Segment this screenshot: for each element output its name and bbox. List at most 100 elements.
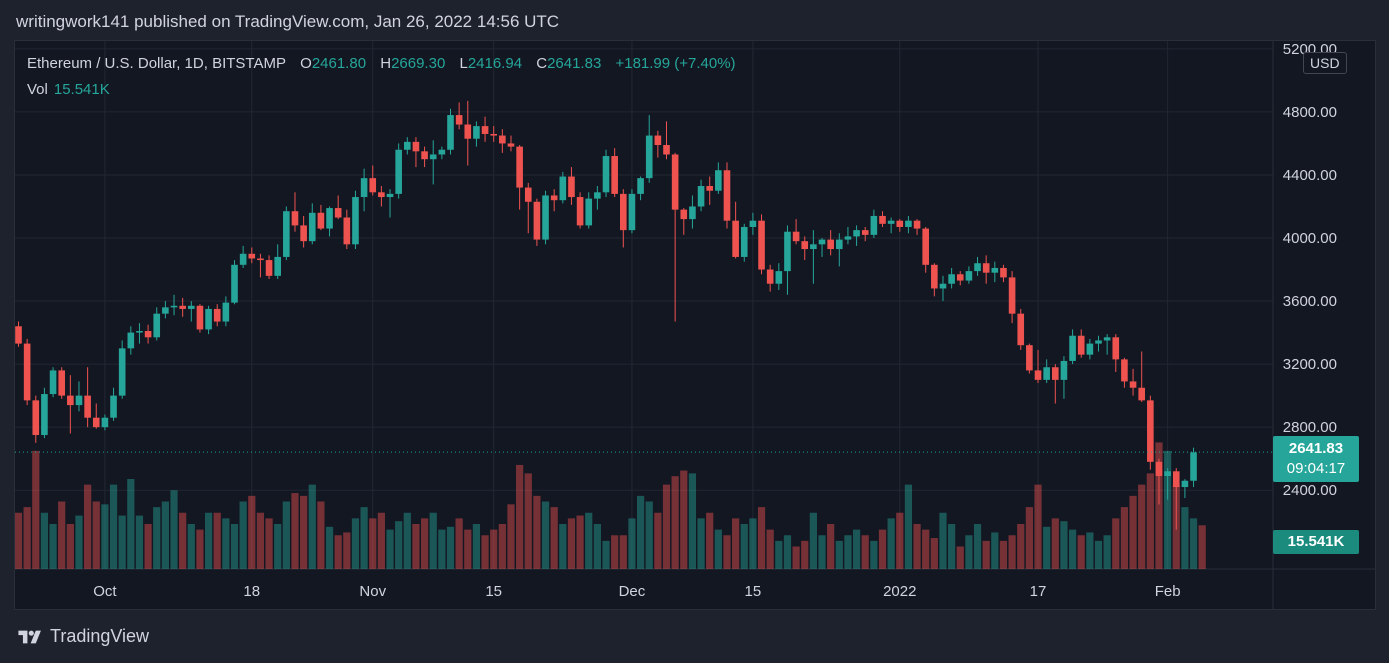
candles (15, 100, 1197, 530)
price-tick-label-5: 4400.00 (1283, 167, 1337, 184)
volume-bar (740, 524, 748, 569)
candle-body (101, 417, 109, 428)
volume-bar (680, 470, 688, 569)
candle-body (352, 197, 359, 245)
volume-bar (507, 504, 515, 569)
candle-body (663, 145, 670, 155)
volume-bar (66, 524, 74, 569)
candle-body (948, 274, 955, 284)
volume-bar (576, 515, 584, 569)
candle-body (784, 231, 791, 272)
volume-bar (1077, 535, 1085, 569)
volume-bar (1025, 507, 1033, 569)
volume-bar (464, 529, 472, 569)
candle-body (1069, 335, 1076, 361)
volume-bar (75, 515, 83, 569)
volume-bar (878, 529, 887, 569)
volume-bar (956, 546, 964, 569)
volume-legend: Vol 15.541K (27, 81, 110, 98)
volume-bar (455, 518, 463, 569)
volume-bar (403, 512, 411, 569)
volume-bar (766, 529, 774, 569)
ohlc-legend: Ethereum / U.S. Dollar, 1D, BITSTAMP O24… (27, 55, 736, 72)
volume-bar (1181, 507, 1189, 569)
volume-bar (1155, 442, 1163, 569)
candle-body (1103, 337, 1111, 341)
price-tick-label-6: 4800.00 (1283, 104, 1337, 121)
candle-body (1086, 343, 1094, 355)
volume-bar (982, 540, 990, 569)
candle-body (879, 215, 886, 224)
candle-body (75, 395, 83, 406)
volume-bar (1138, 484, 1146, 569)
price-chart[interactable]: 2400.00 2800.00 3200.00 3600.00 4000.00 4400.… (15, 41, 1376, 610)
volume-bar (723, 535, 731, 569)
candle-body (749, 220, 757, 227)
candle-body (144, 331, 152, 338)
candle-body (334, 208, 342, 218)
candle-body (939, 283, 947, 289)
volume-bar (1034, 484, 1042, 569)
volume-bar (395, 521, 403, 569)
volume-bar (222, 518, 230, 569)
candle-body (231, 264, 238, 303)
volume-bar (118, 515, 126, 569)
volume-bar (783, 535, 792, 569)
candle-body (412, 141, 420, 152)
volume-bar (92, 501, 100, 569)
volume-bar (835, 540, 843, 569)
candle-body (524, 187, 532, 202)
candle-body (991, 267, 999, 273)
candle-body (792, 231, 800, 242)
candle-body (188, 305, 195, 309)
change-value: +181.99 (+7.40%) (615, 55, 736, 72)
volume-bar (230, 524, 239, 569)
volume-bar (161, 501, 169, 569)
volume-bar (567, 518, 576, 569)
currency-button[interactable]: USD (1303, 52, 1347, 74)
candle-body (758, 220, 765, 270)
brand-name: TradingView (50, 626, 150, 646)
candle-body (689, 206, 696, 220)
candle-body (732, 220, 739, 257)
candle-body (196, 305, 204, 330)
volume-bar (187, 524, 195, 569)
volume-bars (15, 442, 1206, 569)
candle-body (982, 263, 990, 273)
volume-bar (204, 512, 213, 569)
candle-body (343, 217, 351, 245)
candle-body (1017, 313, 1025, 346)
candle-body (1008, 277, 1016, 314)
candle-body (853, 230, 860, 237)
candle-body (404, 141, 411, 150)
candle-body (628, 193, 636, 231)
chart-panel[interactable]: 2400.00 2800.00 3200.00 3600.00 4000.00 4400.… (14, 40, 1376, 610)
volume-bar (541, 501, 550, 569)
high-label: H (380, 55, 392, 72)
volume-bar (913, 524, 921, 569)
volume-bar (386, 529, 394, 569)
volume-value: 15.541K (53, 81, 110, 98)
volume-bar (239, 501, 247, 569)
volume-bar (343, 532, 351, 569)
candle-body (67, 395, 74, 406)
candle-body (559, 176, 567, 201)
candle-body (369, 178, 377, 193)
footer-brand[interactable]: TradingView (16, 626, 149, 647)
candle-body (913, 220, 921, 229)
candle-body (127, 332, 135, 349)
open-label: O (300, 55, 312, 72)
candle-body (1181, 480, 1189, 488)
candle-body (922, 228, 929, 265)
volume-bar (550, 507, 558, 569)
candle-body (326, 208, 333, 229)
volume-bar (827, 524, 835, 569)
volume-bar (40, 512, 49, 569)
candle-body (429, 154, 437, 160)
candle-body (1147, 400, 1154, 462)
candle-body (965, 271, 973, 281)
volume-bar (1112, 518, 1120, 569)
candle-body (697, 186, 705, 207)
candle-body (455, 115, 463, 125)
volume-bar (213, 512, 221, 569)
